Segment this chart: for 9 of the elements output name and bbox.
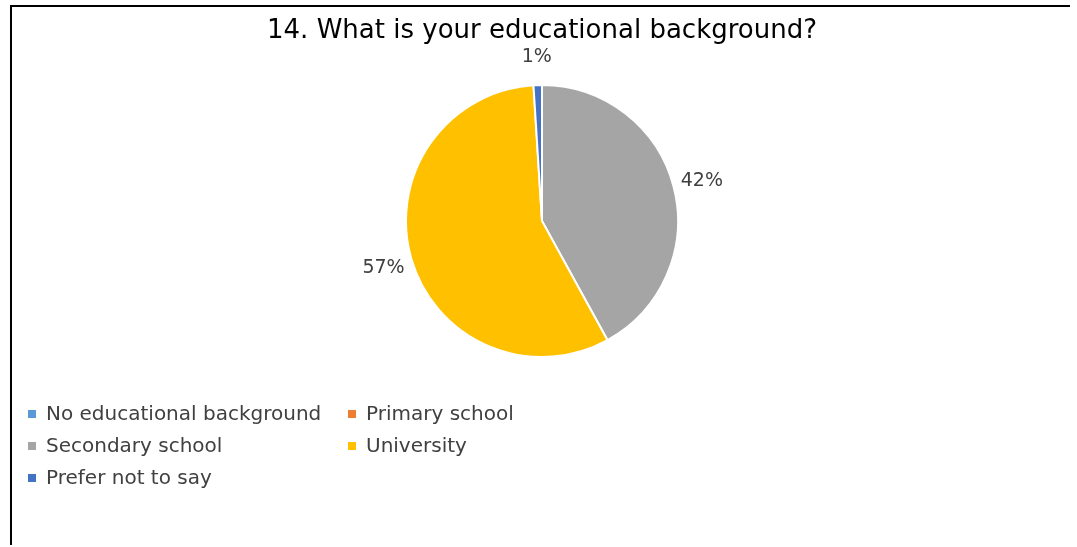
legend-label: Secondary school (46, 433, 223, 457)
chart-title: 14. What is your educational background? (267, 14, 817, 44)
legend-label: Prefer not to say (46, 465, 212, 489)
legend-label: University (366, 433, 468, 457)
data-label: 1% (521, 44, 552, 67)
data-label: 57% (362, 255, 405, 278)
legend-label: Primary school (366, 401, 514, 425)
data-label: 42% (680, 167, 723, 190)
legend-label: No educational background (46, 401, 322, 425)
